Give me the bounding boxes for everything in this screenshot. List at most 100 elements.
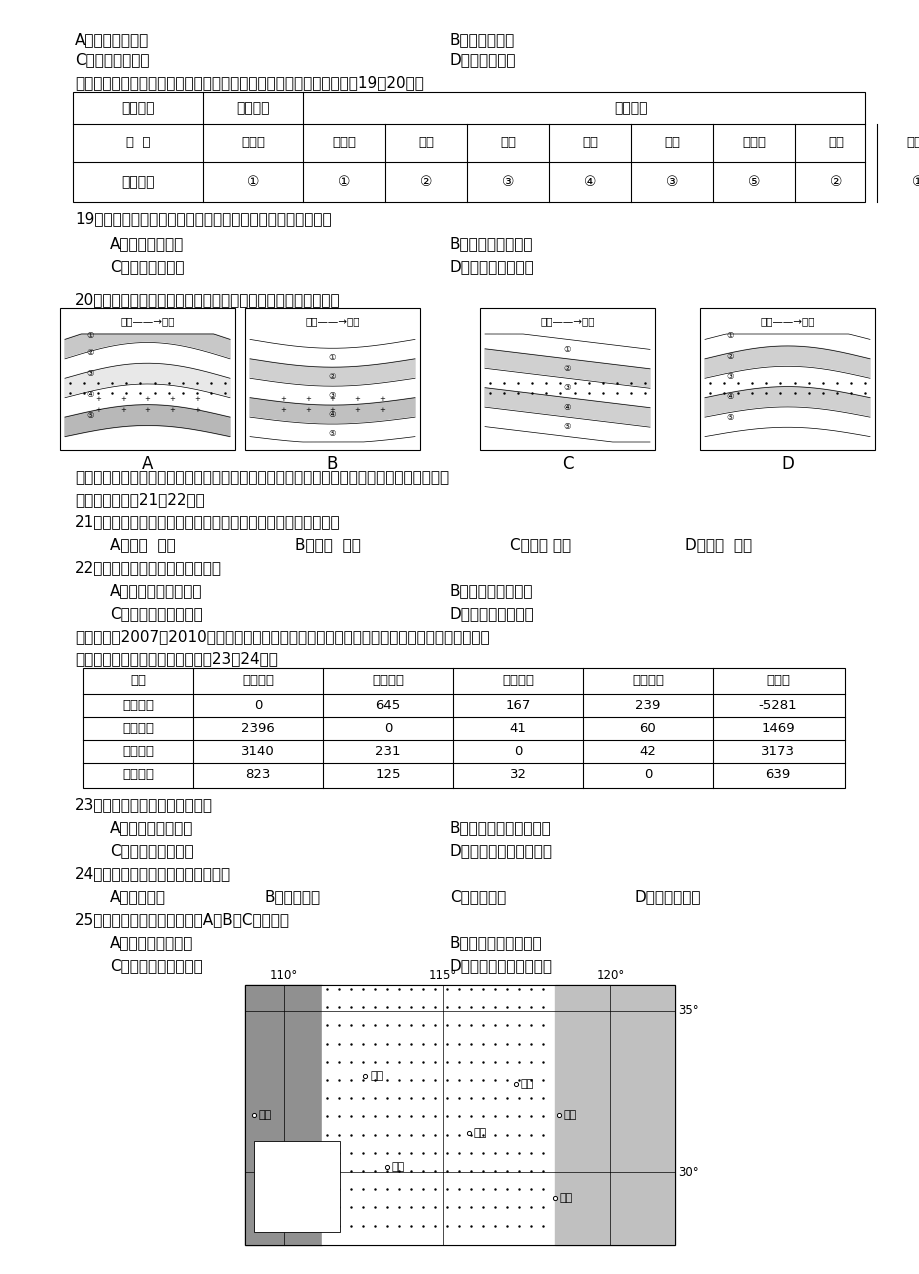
Text: ⑤: ⑤ — [725, 413, 732, 422]
Text: 23．该类产业转移的主要方向是: 23．该类产业转移的主要方向是 — [75, 798, 213, 812]
Text: C．加大环境保护压力: C．加大环境保护压力 — [110, 606, 202, 620]
Text: 645: 645 — [375, 699, 400, 712]
Text: 东部地区: 东部地区 — [122, 699, 153, 712]
Text: 22．特色小镇发展创意设计产业可: 22．特色小镇发展创意设计产业可 — [75, 561, 221, 575]
Polygon shape — [65, 383, 230, 417]
Text: B．中、西部向东部地区: B．中、西部向东部地区 — [449, 820, 551, 834]
Text: 岩  石: 岩 石 — [126, 136, 150, 149]
Polygon shape — [554, 985, 675, 1245]
Text: ③: ③ — [85, 369, 94, 378]
Text: C．民营企业比重较低: C．民营企业比重较低 — [110, 958, 202, 973]
Polygon shape — [244, 985, 322, 1245]
Polygon shape — [322, 985, 554, 1245]
Polygon shape — [484, 349, 650, 389]
Text: +: + — [354, 406, 360, 413]
Text: +: + — [95, 396, 101, 401]
Text: 30°: 30° — [677, 1166, 698, 1178]
Text: +: + — [194, 406, 199, 413]
Text: 西部地区: 西部地区 — [122, 745, 153, 758]
Polygon shape — [65, 363, 230, 397]
Text: ■  B: ■ B — [257, 1201, 278, 1210]
Text: D．下游  下游: D．下游 下游 — [685, 538, 752, 552]
Text: A: A — [142, 455, 153, 473]
Polygon shape — [250, 339, 414, 367]
Text: B．缓解低水平竞争: B．缓解低水平竞争 — [449, 583, 533, 598]
Text: A．降低资源利用效率: A．降低资源利用效率 — [110, 583, 202, 598]
Text: 823: 823 — [245, 768, 270, 781]
Polygon shape — [65, 405, 230, 437]
Text: A．土地成本: A．土地成本 — [110, 889, 165, 905]
Text: +: + — [119, 406, 126, 413]
Polygon shape — [704, 367, 869, 397]
Text: B．自然资源: B．自然资源 — [265, 889, 321, 905]
Text: D: D — [780, 455, 793, 473]
Text: 岩层代码: 岩层代码 — [121, 175, 154, 189]
Text: ②: ② — [419, 175, 432, 189]
Text: ○  城  市: ○ 城 市 — [257, 1161, 288, 1170]
Text: ③: ③ — [501, 175, 514, 189]
Text: C．石英岩、板岩: C．石英岩、板岩 — [110, 259, 185, 274]
Text: 西北——→东南: 西北——→东南 — [759, 316, 814, 326]
Text: ⑤: ⑤ — [563, 423, 571, 432]
Text: ⑤: ⑤ — [85, 410, 94, 419]
Bar — [60, 308, 234, 450]
Text: ②: ② — [725, 352, 732, 361]
Text: 东南方向: 东南方向 — [614, 101, 647, 115]
Text: ①: ① — [725, 331, 732, 340]
Text: 24．影响该类产业转移的主要因素是: 24．影响该类产业转移的主要因素是 — [75, 866, 231, 882]
Text: 125: 125 — [375, 768, 401, 781]
Bar — [83, 668, 844, 789]
Text: 西南——→东北: 西南——→东北 — [539, 316, 594, 326]
Polygon shape — [484, 334, 650, 369]
Text: ③: ③ — [328, 391, 335, 400]
Text: 21．工业镇产业链向工业品贸易和工业品设计延伸的方向分别是: 21．工业镇产业链向工业品贸易和工业品设计延伸的方向分别是 — [75, 513, 340, 529]
Polygon shape — [65, 343, 230, 378]
Text: ②: ② — [85, 348, 94, 358]
Text: +: + — [279, 406, 286, 413]
Text: 页岩: 页岩 — [417, 136, 434, 149]
Text: 20．符合学生往东南方向行进时观察到的岩石的地质构造剖面是: 20．符合学生往东南方向行进时观察到的岩石的地质构造剖面是 — [75, 292, 340, 307]
Text: D．化学风化弱: D．化学风化弱 — [449, 52, 516, 68]
Text: ①: ① — [328, 353, 335, 362]
Text: 净转出: 净转出 — [766, 674, 789, 688]
Text: ④: ④ — [584, 175, 596, 189]
Text: ——  省  界: —— 省 界 — [257, 1175, 298, 1184]
Text: +: + — [304, 406, 311, 413]
Text: +: + — [304, 396, 311, 401]
Text: 区域: 区域 — [130, 674, 146, 688]
Text: 0: 0 — [254, 699, 262, 712]
Text: C．有机质含量高: C．有机质含量高 — [75, 52, 150, 68]
Text: A．上游  下游: A．上游 下游 — [110, 538, 176, 552]
Text: 郑州: 郑州 — [370, 1071, 383, 1082]
Text: 3173: 3173 — [760, 745, 794, 758]
Text: ①: ① — [85, 331, 94, 340]
Polygon shape — [250, 397, 414, 424]
Text: ①: ① — [563, 345, 571, 354]
Text: 2396: 2396 — [241, 722, 275, 735]
Text: 花岗岩: 花岗岩 — [742, 136, 766, 149]
Text: 石灰岩: 石灰岩 — [241, 136, 265, 149]
Text: ⑤: ⑤ — [747, 175, 759, 189]
Text: 东北方向: 东北方向 — [236, 101, 269, 115]
Text: 115°: 115° — [428, 970, 457, 982]
Text: 110°: 110° — [269, 970, 298, 982]
Text: □  A  地: □ A 地 — [257, 1189, 289, 1198]
Text: 239: 239 — [635, 699, 660, 712]
Text: 近年来，浙江许多工业镇发展了工业品贸易、工业品设计和文化创意等产业，工业镇正向特色: 近年来，浙江许多工业镇发展了工业品贸易、工业品设计和文化创意等产业，工业镇正向特… — [75, 470, 448, 485]
Polygon shape — [250, 378, 414, 405]
Text: 41: 41 — [509, 722, 526, 735]
Text: +: + — [119, 396, 126, 401]
Text: C: C — [562, 455, 573, 473]
Text: +: + — [379, 406, 384, 413]
Bar — [699, 308, 874, 450]
Text: B: B — [326, 455, 338, 473]
Text: ②: ② — [829, 175, 841, 189]
Text: 杭州: 杭州 — [559, 1194, 573, 1203]
Text: C．集聚效应: C．集聚效应 — [449, 889, 505, 905]
Bar — [73, 92, 864, 203]
Text: A．城市化水平较高: A．城市化水平较高 — [110, 935, 193, 950]
Text: ①: ① — [911, 175, 919, 189]
Polygon shape — [704, 386, 869, 417]
Bar — [244, 985, 675, 1245]
Text: D．石英岩、片麻岩: D．石英岩、片麻岩 — [449, 259, 534, 274]
